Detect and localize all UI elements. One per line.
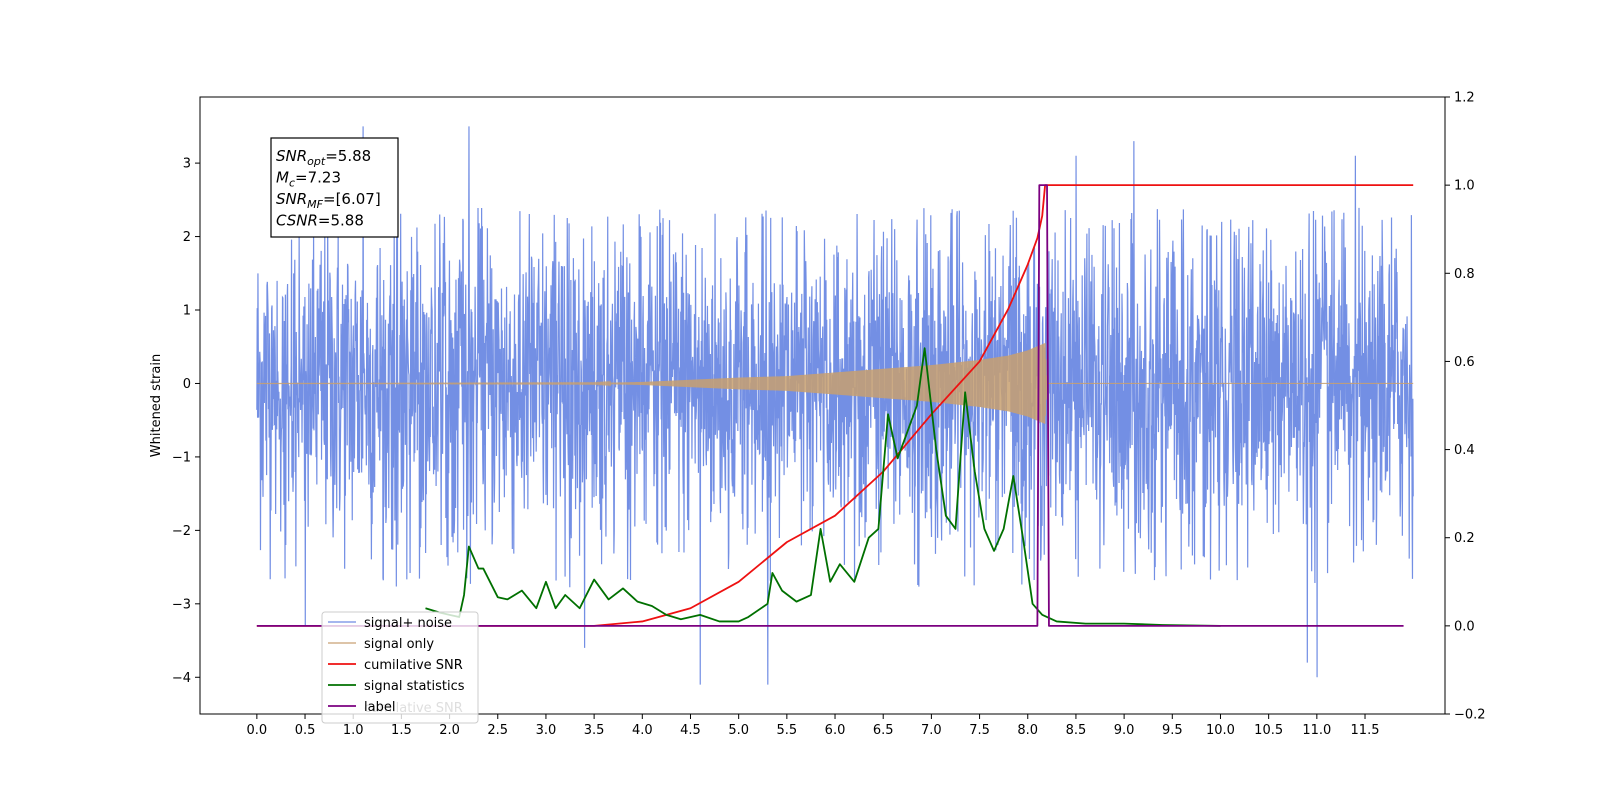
legend: cumilative SNR signal+ noise signal only cu…: [321, 611, 479, 724]
legend-box: [321, 611, 479, 724]
x-tick-label: 8.0: [1017, 723, 1038, 738]
legend-entry: signal statistics: [364, 679, 465, 694]
series-label: [256, 184, 1404, 627]
y-axis-label: Whitened strain: [149, 354, 164, 457]
x-tick-label: 1.0: [343, 723, 364, 738]
y2-tick-label: 0.4: [1454, 443, 1475, 458]
x-tick-label: 2.0: [439, 723, 460, 738]
annot-snr-mf: SNRMF=[6.07]: [276, 190, 381, 211]
x-tick-label: 9.5: [1162, 723, 1183, 738]
y2-tick-label: 0.2: [1454, 531, 1475, 546]
y-tick-label: −2: [172, 524, 191, 539]
series-signal-statistics: [425, 347, 1221, 627]
annot-value: =[6.07]: [323, 190, 381, 208]
annot-base: SNR: [276, 147, 307, 165]
axes: 0.0 0.5 1.0 1.5 2.0 2.5 3.0 3.5 4.0 4.5 5.0 5.5 6.0 6…: [149, 91, 1486, 739]
y2-tick-label: 0.6: [1454, 355, 1475, 370]
series-signal-noise: [256, 126, 1414, 685]
annot-mc: Mc=7.23: [276, 169, 341, 190]
x-tick-label: 5.5: [777, 723, 798, 738]
y2-tick-label: 1.2: [1454, 91, 1475, 106]
y-tick-label: 2: [183, 230, 191, 245]
y-tick-label: −1: [172, 450, 191, 465]
x-tick-label: 0.5: [295, 723, 316, 738]
annot-sub: c: [289, 177, 295, 190]
x-tick-label: 10.5: [1254, 723, 1283, 738]
annot-value: =7.23: [295, 169, 341, 187]
y2-tick-label: 0.0: [1454, 619, 1475, 634]
x-tick-label: 10.0: [1206, 723, 1235, 738]
x-tick-label: 6.0: [825, 723, 846, 738]
x-tick-label: 8.5: [1066, 723, 1087, 738]
y2-tick-label: 1.0: [1454, 179, 1475, 194]
x-tick-label: 9.0: [1114, 723, 1135, 738]
legend-entry: cumilative SNR: [364, 658, 463, 673]
series-signal-only: [256, 343, 1414, 424]
annot-sub: opt: [307, 155, 326, 168]
annot-sub: MF: [307, 198, 323, 211]
y2-tick-label: −0.2: [1454, 708, 1486, 723]
annot-base: M: [276, 169, 289, 187]
x-tick-label: 0.0: [247, 723, 268, 738]
x-tick-label: 4.5: [680, 723, 701, 738]
x-tick-label: 7.5: [969, 723, 990, 738]
x-tick-label: 5.0: [728, 723, 749, 738]
legend-entry: label: [364, 700, 395, 715]
legend-entry: signal+ noise: [364, 616, 452, 631]
annot-base: CSNR: [276, 212, 318, 230]
y-tick-label: 0: [183, 377, 191, 392]
x-tick-label: 11.5: [1351, 723, 1380, 738]
legend-entry: signal only: [364, 637, 434, 652]
y-tick-label: −4: [172, 671, 191, 686]
x-tick-label: 6.5: [873, 723, 894, 738]
x-tick-label: 3.5: [584, 723, 605, 738]
annotation-box: [270, 137, 399, 238]
y-tick-label: 3: [183, 157, 191, 172]
x-tick-label: 11.0: [1302, 723, 1331, 738]
y-tick-label: 1: [183, 304, 191, 319]
x-tick-label: 4.0: [632, 723, 653, 738]
x-tick-label: 1.5: [391, 723, 412, 738]
annot-value: =5.88: [325, 147, 371, 165]
annot-snr-opt: SNRopt=5.88: [276, 147, 371, 168]
x-tick-label: 2.5: [487, 723, 508, 738]
annot-value: =5.88: [318, 212, 364, 230]
y-tick-label: −3: [172, 597, 191, 612]
plot-area: [256, 126, 1414, 685]
plot-frame: [199, 96, 1446, 715]
x-tick-label: 7.0: [921, 723, 942, 738]
legend-overlap-ghost: cumilative SNR: [364, 701, 463, 716]
x-tick-label: 3.0: [536, 723, 557, 738]
y2-tick-label: 0.8: [1454, 267, 1475, 282]
annot-base: SNR: [276, 190, 307, 208]
annot-csnr: CSNR=5.88: [276, 212, 364, 230]
